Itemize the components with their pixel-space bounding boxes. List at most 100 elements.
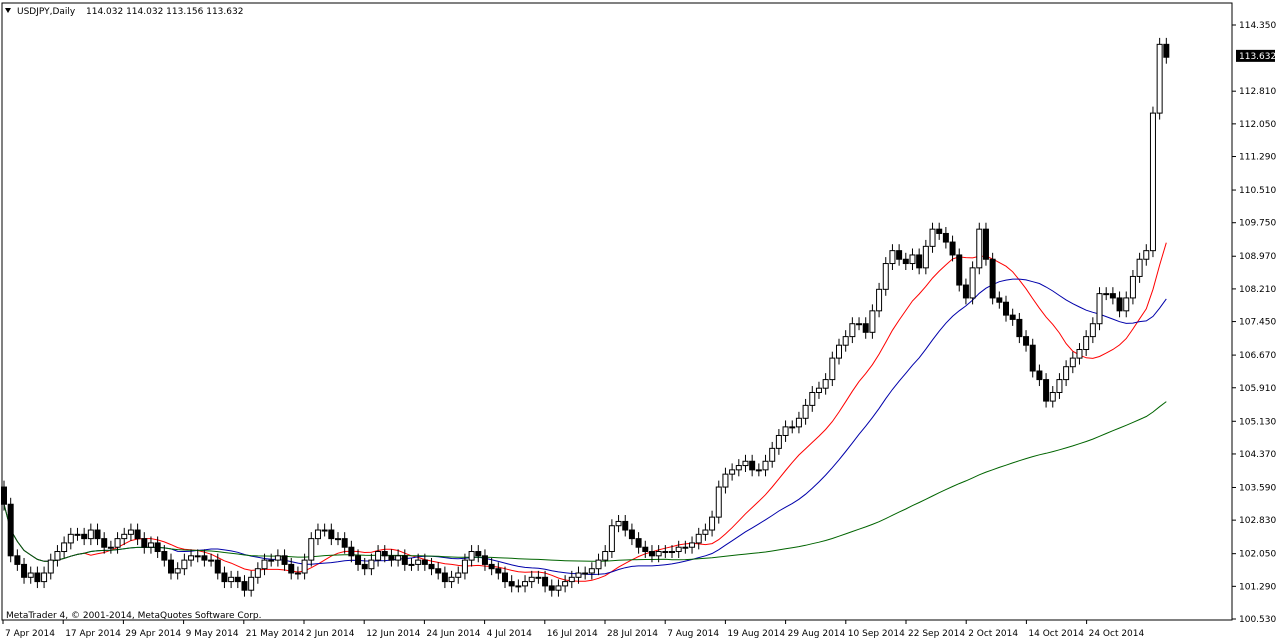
candle	[21, 557, 28, 584]
candle	[622, 514, 629, 537]
candle-body	[882, 263, 889, 290]
candle	[655, 545, 662, 563]
candle	[168, 553, 174, 580]
candle	[916, 248, 923, 275]
candle	[208, 553, 215, 567]
candle	[81, 527, 88, 546]
candle-body	[328, 529, 335, 540]
candle-body	[849, 323, 856, 338]
candle	[869, 304, 876, 339]
candle	[595, 553, 602, 576]
candle	[101, 532, 108, 554]
candle	[608, 519, 615, 558]
candle	[942, 227, 949, 249]
candle-body	[481, 555, 488, 565]
candle-body	[742, 460, 749, 467]
candle	[121, 527, 128, 546]
y-tick-label: 104.370	[1239, 450, 1276, 460]
candle-body	[595, 559, 602, 570]
candle	[74, 527, 81, 541]
x-tick-label: 16 Jul 2014	[547, 629, 598, 639]
candle	[502, 566, 508, 589]
candle	[1036, 364, 1043, 387]
candle	[7, 497, 14, 563]
candle	[1023, 330, 1030, 352]
candle-body	[54, 551, 61, 561]
candle	[435, 562, 442, 580]
x-tick-label: 29 Aug 2014	[788, 629, 846, 639]
candle-body	[842, 336, 849, 346]
candle-body	[448, 576, 455, 583]
candle-body	[929, 228, 936, 247]
candle-body	[1023, 336, 1030, 346]
candle-body	[495, 568, 502, 574]
candle	[789, 420, 796, 434]
candle-body	[976, 228, 983, 269]
candle	[802, 398, 809, 425]
candle	[448, 570, 455, 589]
candle-body	[729, 469, 736, 475]
candle-body	[34, 572, 41, 583]
candle	[562, 575, 569, 593]
candle-body	[896, 250, 903, 260]
candle	[602, 545, 609, 567]
candle-body	[1109, 293, 1116, 299]
candle	[755, 463, 762, 477]
candle	[1149, 106, 1156, 258]
candle	[1076, 343, 1083, 365]
candle	[896, 244, 903, 266]
candle-body	[862, 323, 869, 333]
candle-body	[475, 551, 482, 557]
candle-body	[902, 258, 909, 265]
candle-body	[922, 245, 929, 269]
candle-body	[87, 529, 94, 540]
candle-body	[188, 555, 195, 561]
candle-body	[856, 323, 863, 326]
candle	[742, 454, 749, 473]
candle-body	[588, 568, 595, 574]
candle	[976, 222, 983, 275]
price-axis[interactable]: 114.350 112.810 112.050 111.290 110.510 109.7…	[1232, 21, 1276, 625]
candle-body	[1116, 297, 1123, 312]
candle	[635, 532, 642, 554]
candle	[542, 570, 549, 593]
candle-body	[755, 469, 762, 472]
candle-body	[1056, 379, 1063, 393]
candle	[922, 239, 929, 275]
candle-body	[375, 551, 382, 561]
candle	[702, 523, 709, 541]
y-tick-label: 106.670	[1239, 351, 1276, 361]
candle	[134, 523, 141, 546]
time-axis[interactable]: 7 Apr 2014 17 Apr 2014 29 Apr 2014 9 May 20…	[2, 620, 1145, 639]
candle	[481, 549, 488, 571]
candle	[94, 523, 101, 546]
candle-body	[909, 254, 916, 265]
candle-body	[675, 546, 682, 553]
candle-body	[1003, 301, 1009, 316]
candle	[1103, 287, 1110, 301]
candle	[274, 549, 281, 567]
candle	[769, 441, 776, 468]
candle-body	[749, 460, 756, 471]
candle-body	[214, 559, 221, 574]
candle	[415, 553, 422, 571]
candle-body	[201, 555, 208, 561]
candle	[902, 252, 909, 270]
candle-body	[822, 379, 829, 389]
candle-body	[428, 563, 435, 570]
candle-body	[962, 284, 969, 299]
candle	[221, 566, 228, 589]
candle	[127, 523, 134, 541]
candle-body	[1156, 43, 1163, 114]
plot-frame	[1, 2, 1233, 621]
candle-body	[134, 529, 141, 540]
dropdown-triangle-icon[interactable]	[5, 8, 11, 13]
candle-body	[1063, 366, 1070, 381]
candle-body	[1029, 344, 1036, 372]
candle-body	[154, 542, 161, 553]
candle	[642, 540, 649, 558]
candle-body	[361, 563, 368, 570]
candle-body	[281, 555, 288, 565]
candle	[428, 557, 435, 576]
